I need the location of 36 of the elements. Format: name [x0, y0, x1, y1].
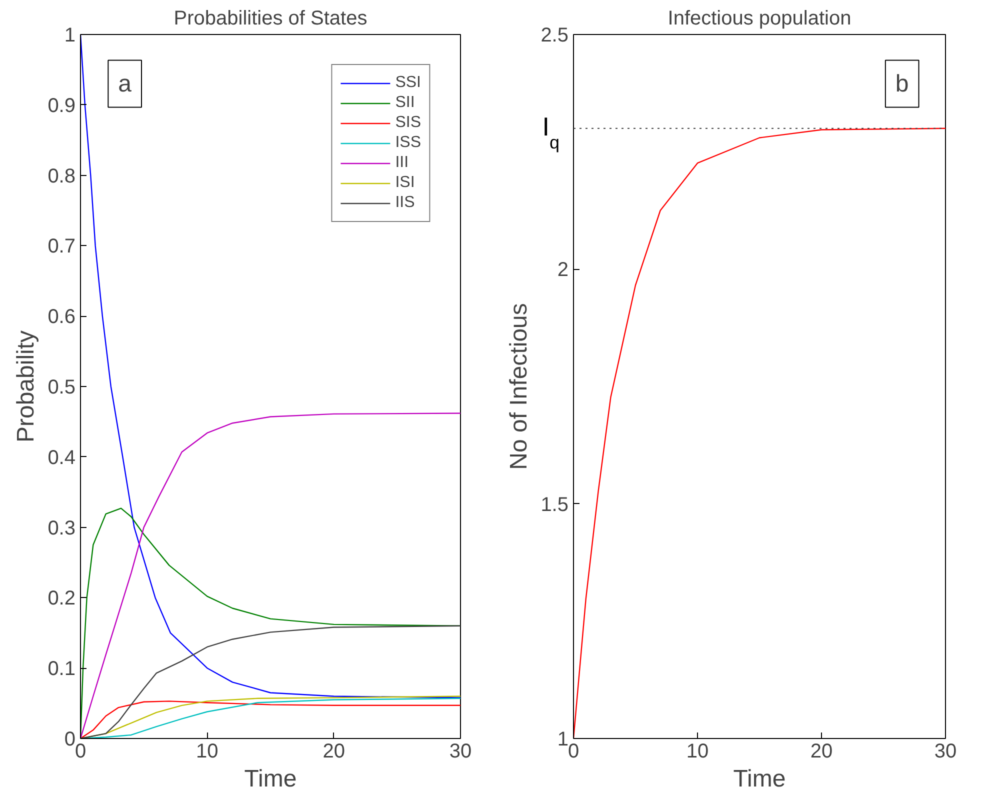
y-axis-title: No of Infectious	[506, 303, 533, 470]
y-tick-label: 1	[64, 24, 76, 46]
y-tick-label: 1.5	[540, 494, 569, 516]
y-tick-label: 0.8	[48, 165, 76, 188]
y-tick-label: 0.6	[48, 306, 76, 328]
y-tick-label: 0.7	[48, 236, 76, 258]
chart-title: Probabilities of States	[174, 8, 368, 30]
chart-title: Infectious population	[668, 8, 852, 30]
y-tick-label: 2.5	[540, 24, 569, 46]
x-tick-label: 10	[196, 740, 218, 762]
y-tick-label: 0.5	[48, 376, 76, 398]
y-tick-label: 0.2	[48, 588, 76, 610]
y-tick-label: 0.1	[48, 658, 76, 680]
y-tick-label: 0.3	[48, 517, 76, 540]
y-axis-title: Probability	[12, 330, 40, 443]
x-tick-label: 30	[449, 740, 472, 762]
annotation: b	[895, 70, 909, 98]
line-series	[80, 34, 460, 698]
x-axis-title: Time	[733, 766, 786, 792]
y-tick-label: 2	[557, 259, 568, 282]
x-tick-label: 10	[686, 740, 709, 762]
x-tick-label: 30	[934, 740, 957, 762]
x-tick-label: 20	[810, 740, 833, 762]
x-axis-title: Time	[244, 766, 297, 792]
y-tick-label: 0.9	[48, 94, 76, 117]
legend-label: IIS	[395, 193, 416, 213]
legend-label: ISI	[395, 173, 416, 193]
legend-label: ISS	[395, 133, 421, 153]
y-tick-label: 0.4	[48, 446, 76, 469]
x-tick-label: 20	[322, 740, 345, 762]
legend-label: III	[395, 153, 410, 173]
annotation: a	[118, 70, 132, 98]
y-tick-label: 1	[557, 728, 568, 750]
legend-label: SIS	[395, 113, 421, 133]
legend-label: SII	[395, 93, 416, 113]
legend-label: SSI	[395, 73, 421, 93]
